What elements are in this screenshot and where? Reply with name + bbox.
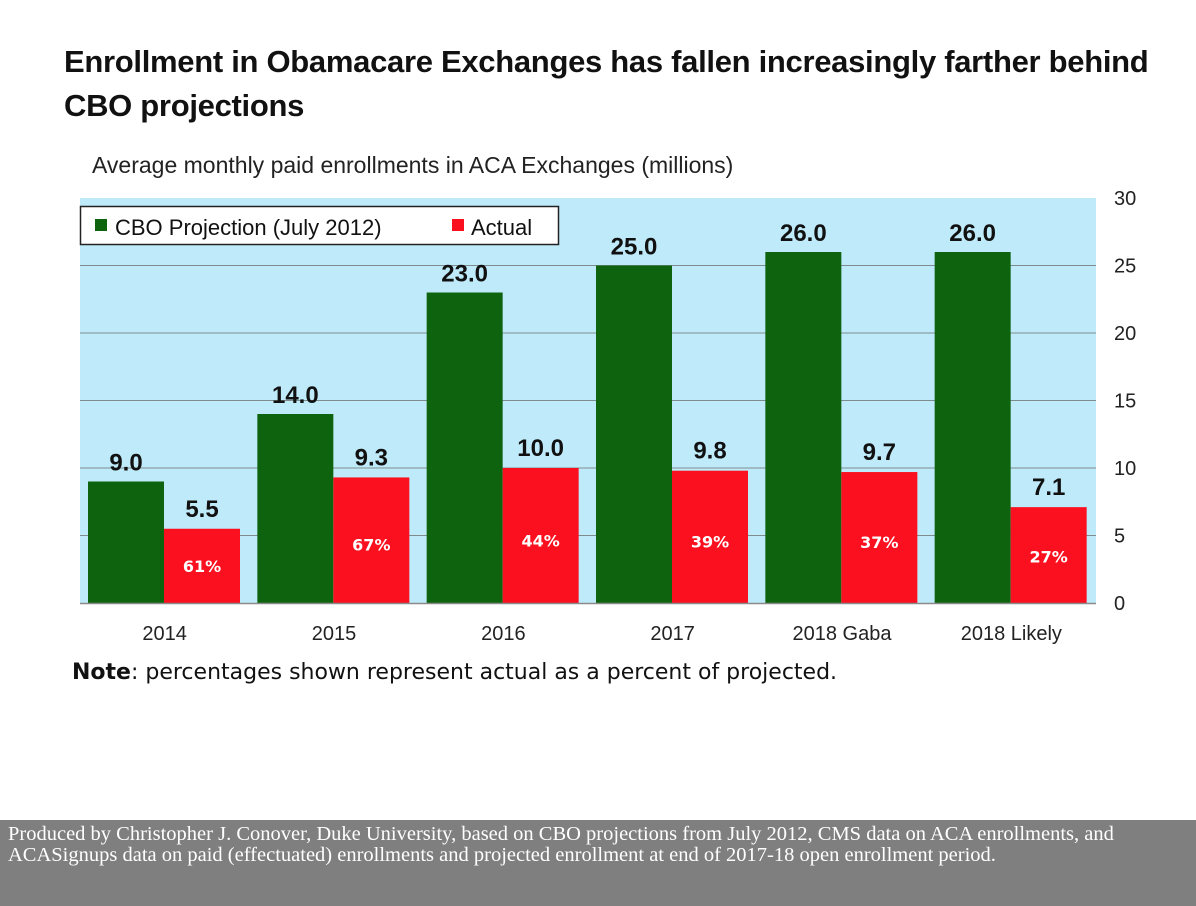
bar-cbo-projection xyxy=(426,292,503,603)
data-label-cbo: 23.0 xyxy=(441,261,488,288)
note: Note: percentages shown represent actual… xyxy=(72,660,837,685)
percent-label: 39% xyxy=(691,532,729,551)
data-label-actual: 7.1 xyxy=(1032,474,1065,501)
legend-swatch-cbo xyxy=(95,219,107,231)
x-tick-label: 2015 xyxy=(312,623,357,645)
y-tick-label: 20 xyxy=(1114,323,1136,345)
data-label-cbo: 9.0 xyxy=(109,450,142,477)
data-label-actual: 5.5 xyxy=(185,496,218,523)
bar-chart: 9.0 5.5 61% 14.0 9.3 67% 23.0 10.0 44% 25.0 9.8 39%… xyxy=(79,188,1136,645)
gridlines xyxy=(80,265,1096,536)
y-axis-ticks: 0 5 10 15 20 25 30 xyxy=(1114,188,1136,615)
chart-subtitle: Average monthly paid enrollments in ACA … xyxy=(92,152,734,178)
bar-cbo-projection xyxy=(596,265,672,603)
bars xyxy=(88,252,1087,603)
bar-actual xyxy=(502,468,579,603)
legend-swatch-actual xyxy=(452,219,464,231)
note-label: Note xyxy=(72,660,131,685)
bar-actual xyxy=(841,472,918,603)
y-tick-label: 10 xyxy=(1114,458,1136,480)
y-tick-label: 15 xyxy=(1114,391,1136,413)
y-tick-label: 0 xyxy=(1114,593,1125,615)
bar-cbo-projection xyxy=(934,252,1011,603)
percent-label: 37% xyxy=(860,533,898,552)
percent-label: 44% xyxy=(522,531,560,550)
bar-actual xyxy=(1010,507,1087,603)
data-label-cbo: 26.0 xyxy=(780,220,827,247)
bar-cbo-projection xyxy=(765,252,842,603)
note-text: : percentages shown represent actual as … xyxy=(130,660,838,685)
bar-actual xyxy=(333,477,410,603)
x-tick-label: 2018 Gaba xyxy=(793,623,893,645)
legend: CBO Projection (July 2012) Actual xyxy=(79,205,560,246)
data-labels: 9.0 5.5 61% 14.0 9.3 67% 23.0 10.0 44% 25.0 9.8 39%… xyxy=(109,220,1068,576)
percent-label: 27% xyxy=(1030,548,1068,567)
x-axis-ticks: 2014 2015 2016 2017 2018 Gaba 2018 Likely xyxy=(142,623,1062,645)
bar-cbo-projection xyxy=(88,481,164,603)
y-tick-label: 30 xyxy=(1114,188,1136,210)
data-label-cbo: 14.0 xyxy=(272,382,319,409)
legend-label-actual: Actual xyxy=(471,215,532,240)
legend-label-cbo: CBO Projection (July 2012) xyxy=(115,215,382,240)
percent-label: 67% xyxy=(352,535,390,554)
data-label-cbo: 26.0 xyxy=(949,220,996,247)
data-label-actual: 9.7 xyxy=(863,439,896,466)
percent-label: 61% xyxy=(183,557,221,576)
bar-actual xyxy=(672,470,748,603)
y-tick-label: 25 xyxy=(1114,256,1136,278)
x-tick-label: 2014 xyxy=(142,623,187,645)
data-label-actual: 9.3 xyxy=(355,444,388,471)
x-tick-label: 2016 xyxy=(481,623,526,645)
legend-box xyxy=(79,205,560,246)
y-tick-label: 5 xyxy=(1114,526,1125,548)
data-label-cbo: 25.0 xyxy=(611,234,658,261)
x-tick-label: 2017 xyxy=(650,623,695,645)
bar-actual xyxy=(164,528,240,603)
bar-cbo-projection xyxy=(257,414,334,603)
x-tick-label: 2018 Likely xyxy=(961,623,1062,645)
chart-title: Enrollment in Obamacare Exchanges has fa… xyxy=(64,44,1149,123)
footer-credit: Produced by Christopher J. Conover, Duke… xyxy=(0,820,1196,906)
data-label-actual: 10.0 xyxy=(517,435,564,462)
data-label-actual: 9.8 xyxy=(693,438,726,465)
